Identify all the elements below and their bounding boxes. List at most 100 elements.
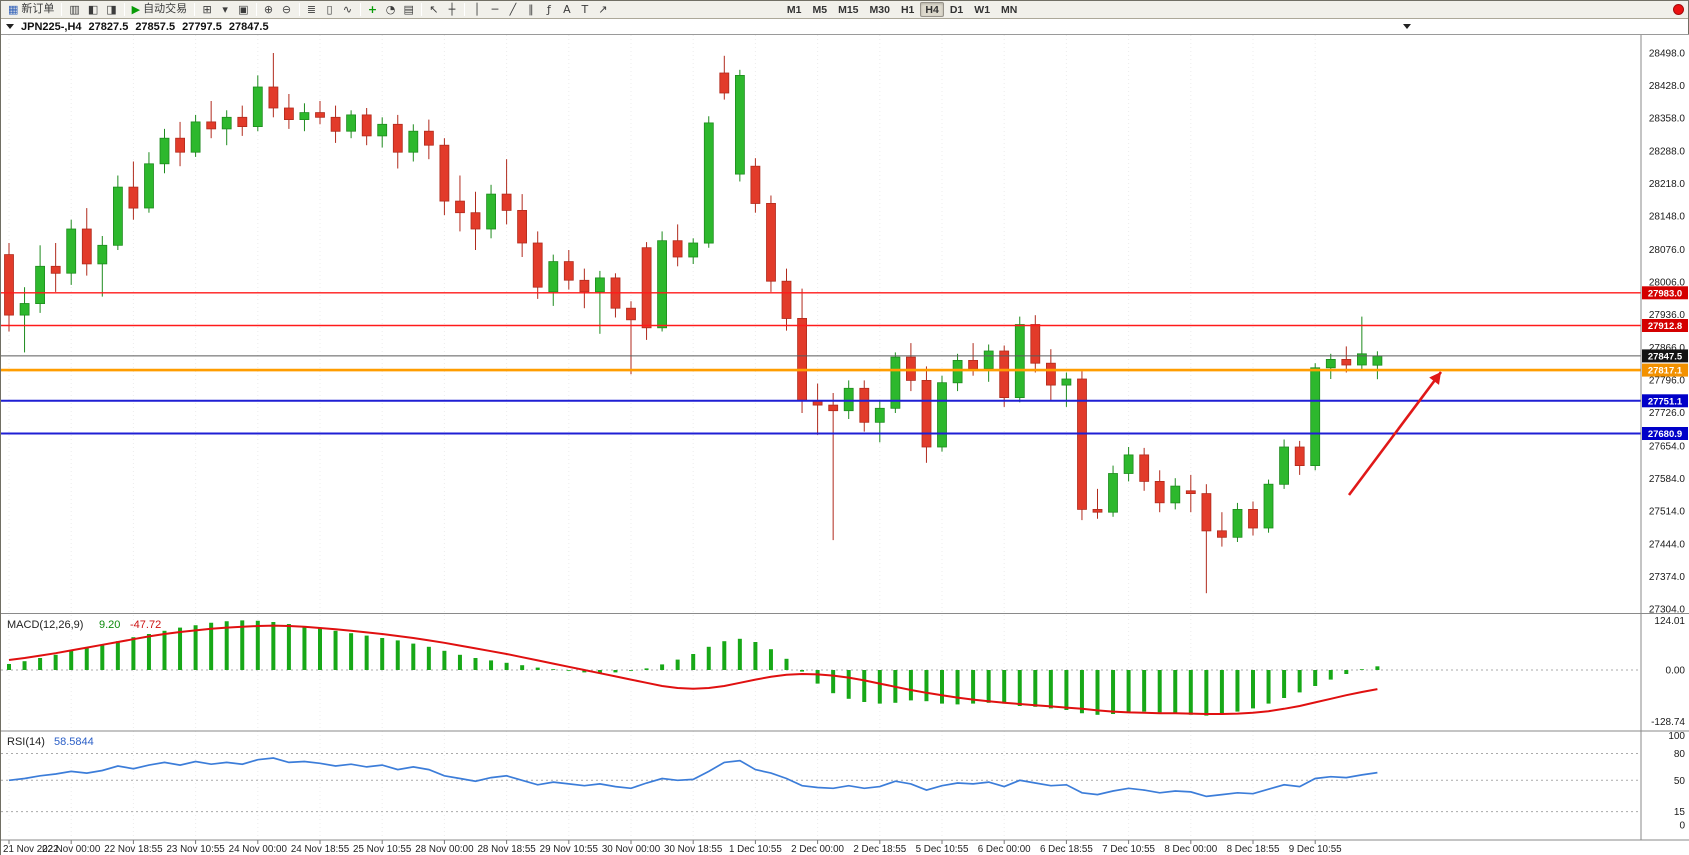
rsi-value: 58.5844 xyxy=(54,736,94,748)
svg-text:28218.0: 28218.0 xyxy=(1649,179,1686,190)
profiles-icon: ▾ xyxy=(222,3,228,16)
ohlc-close: 27847.5 xyxy=(228,20,269,33)
svg-text:28148.0: 28148.0 xyxy=(1649,211,1686,222)
chart-collapse-icon[interactable] xyxy=(6,24,14,29)
templates-icon: ▤ xyxy=(403,3,414,16)
toolbar-channel-button[interactable]: ∥ xyxy=(522,2,540,18)
toolbar-indicators-button[interactable]: + xyxy=(364,2,382,18)
timeframe-m30-button[interactable]: M30 xyxy=(869,3,890,16)
svg-text:27796.0: 27796.0 xyxy=(1649,375,1686,386)
tile-windows-icon: ▣ xyxy=(238,3,249,16)
toolbar-market-watch-button[interactable]: ◧ xyxy=(84,2,102,18)
timeframe-m1-button[interactable]: M1 xyxy=(786,3,802,16)
toolbar-horizontal-line-button[interactable]: ─ xyxy=(486,2,504,18)
support-line-1-tag xyxy=(1642,394,1688,408)
svg-text:100: 100 xyxy=(1668,731,1685,742)
chart-background xyxy=(1,34,1689,855)
toolbar-zoom-out-button[interactable]: ⊖ xyxy=(278,2,296,18)
macd-main-value: 9.20 xyxy=(99,619,120,631)
svg-text:27983.0: 27983.0 xyxy=(1648,288,1682,299)
toolbar-periods-button[interactable]: ◔ xyxy=(382,2,400,18)
periods-icon: ◔ xyxy=(385,3,396,16)
toolbar-separator xyxy=(61,3,63,16)
market-watch-icon: ◧ xyxy=(87,3,99,16)
svg-text:28498.0: 28498.0 xyxy=(1649,49,1686,60)
macd-signal-line xyxy=(8,624,1378,715)
toolbar-bar-chart-button[interactable]: ≣ xyxy=(303,2,321,18)
charts-icon: ▥ xyxy=(69,3,80,16)
svg-text:28358.0: 28358.0 xyxy=(1649,114,1686,125)
timeframe-h1-button[interactable]: H1 xyxy=(900,3,915,16)
shift-end-marker[interactable] xyxy=(1403,24,1411,29)
ohlc-high: 27857.5 xyxy=(135,20,176,33)
new-order-label: 新订单 xyxy=(21,3,55,15)
svg-text:22 Nov 00:00: 22 Nov 00:00 xyxy=(42,844,101,855)
toolbar-separator xyxy=(123,3,125,16)
rsi-line xyxy=(8,757,1378,798)
toolbar-profiles-button[interactable]: ▾ xyxy=(216,2,234,18)
toolbar-fibonacci-button[interactable]: ƒ xyxy=(540,2,558,18)
svg-text:28428.0: 28428.0 xyxy=(1649,81,1686,92)
svg-text:27514.0: 27514.0 xyxy=(1649,507,1686,518)
svg-text:27584.0: 27584.0 xyxy=(1649,474,1686,485)
toolbar-tile-windows-button[interactable]: ▣ xyxy=(234,2,252,18)
toolbar-trendline-button[interactable]: ╱ xyxy=(504,2,522,18)
svg-text:15: 15 xyxy=(1674,807,1686,818)
toolbar-separator xyxy=(359,3,361,16)
svg-text:28076.0: 28076.0 xyxy=(1649,245,1686,256)
svg-text:0: 0 xyxy=(1679,821,1685,832)
toolbar-arrows-button[interactable]: ↗ xyxy=(594,2,612,18)
timeframe-m15-button[interactable]: M15 xyxy=(838,3,859,16)
main-toolbar: ▦ 新订单 ▥ ◧ ◨ ▶ 自动交易 ⊞ ▾ ▣ ⊕ ⊖ ≣ ▯ ∿ + ◔ ▤ ↖ ┼ │ ─ ╱ ∥ ƒ A T ↗ M1 M5 M1… xyxy=(1,1,1688,19)
chart-canvas[interactable]: 28498.0 28428.0 28358.0 28288.0 28218.0 28148… xyxy=(1,34,1689,855)
toolbar-text-button[interactable]: A xyxy=(558,2,576,18)
trend-arrow[interactable] xyxy=(1347,371,1443,496)
toolbar-vertical-line-button[interactable]: │ xyxy=(468,2,486,18)
rsi-panel[interactable] xyxy=(1,752,1641,813)
arrows-icon: ↗ xyxy=(598,3,608,16)
timeframe-mn-button[interactable]: MN xyxy=(1001,3,1018,16)
price-axis[interactable]: 28498.0 28428.0 28358.0 28288.0 28218.0 28148… xyxy=(1642,49,1688,832)
svg-text:27654.0: 27654.0 xyxy=(1649,442,1686,453)
svg-text:1 Dec 10:55: 1 Dec 10:55 xyxy=(729,844,782,855)
horizontal-lines[interactable] xyxy=(1,292,1641,435)
candles-layer[interactable] xyxy=(4,53,1383,594)
svg-text:21 Nov 2022: 21 Nov 2022 xyxy=(3,844,59,855)
svg-text:27817.1: 27817.1 xyxy=(1648,366,1683,377)
toolbar-charts-button[interactable]: ▥ xyxy=(65,2,83,18)
toolbar-crosshair-button[interactable]: ┼ xyxy=(443,2,461,18)
toolbar-zoom-in-button[interactable]: ⊕ xyxy=(260,2,278,18)
support-line-2-tag xyxy=(1642,427,1688,440)
toolbar-new-chart-button[interactable]: ⊞ xyxy=(198,2,216,18)
zoom-in-icon: ⊕ xyxy=(263,3,274,16)
toolbar-line-chart-button[interactable]: ∿ xyxy=(339,2,357,18)
timeframe-d1-button[interactable]: D1 xyxy=(949,3,964,16)
resistance-line-1-tag xyxy=(1642,286,1688,300)
text-icon: A xyxy=(563,3,571,16)
toolbar-new-order-button[interactable]: ▦ 新订单 xyxy=(4,2,58,18)
toolbar-cursor-button[interactable]: ↖ xyxy=(425,2,443,18)
channel-icon: ∥ xyxy=(528,3,534,16)
toolbar-candlestick-chart-button[interactable]: ▯ xyxy=(321,2,339,18)
trend-arrow-head xyxy=(1429,372,1441,385)
svg-text:27726.0: 27726.0 xyxy=(1649,408,1686,419)
toolbar-templates-button[interactable]: ▤ xyxy=(400,2,418,18)
indicators-icon: + xyxy=(367,3,378,16)
rsi-label: RSI(14) xyxy=(7,736,45,748)
timeframe-h4-button[interactable]: H4 xyxy=(920,2,944,17)
alert-badge xyxy=(1673,4,1684,15)
macd-panel[interactable] xyxy=(1,620,1641,716)
timeframe-w1-button[interactable]: W1 xyxy=(974,3,991,16)
svg-text:27847.5: 27847.5 xyxy=(1648,351,1683,362)
svg-text:27866.0: 27866.0 xyxy=(1649,343,1686,354)
toolbar-text-label-button[interactable]: T xyxy=(576,2,594,18)
macd-label: MACD(12,26,9) xyxy=(7,619,83,631)
toolbar-separator xyxy=(420,3,422,16)
toolbar-autotrading-button[interactable]: ▶ 自动交易 xyxy=(128,2,191,18)
toolbar-navigator-button[interactable]: ◨ xyxy=(102,2,120,18)
svg-text:50: 50 xyxy=(1674,776,1686,787)
timeframe-m5-button[interactable]: M5 xyxy=(812,3,828,16)
candlestick-chart-icon: ▯ xyxy=(326,3,333,16)
